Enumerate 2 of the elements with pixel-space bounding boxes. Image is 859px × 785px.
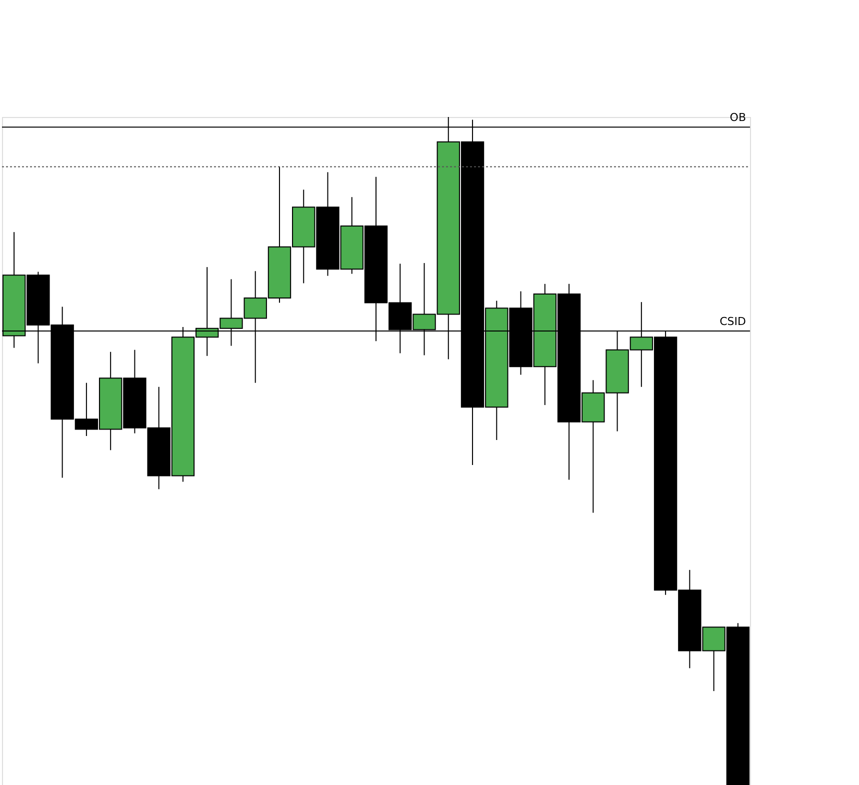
ref-line-label: CSID [720, 315, 746, 328]
ref-line-label: OB [730, 111, 746, 124]
